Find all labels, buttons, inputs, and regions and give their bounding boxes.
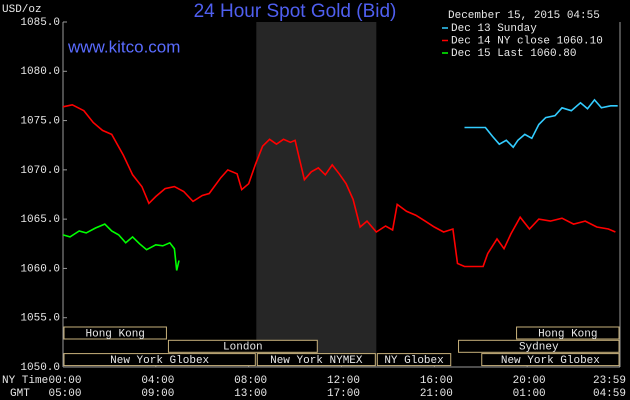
session-box — [63, 353, 256, 367]
x-tick-label: 08:00 — [234, 375, 267, 387]
x-tick-label: 09:00 — [141, 388, 174, 400]
session-box — [458, 339, 620, 353]
y-tick-label: 1080.0 — [20, 66, 60, 78]
session-box — [481, 353, 620, 367]
session-box — [516, 326, 620, 340]
x-tick-label: 20:00 — [513, 375, 546, 387]
x-tick-label: 01:00 — [513, 388, 546, 400]
session-label: Hong Kong — [86, 328, 145, 340]
y-tick-label: 1070.0 — [20, 165, 60, 177]
session-label: London — [223, 342, 263, 354]
price-line — [464, 98, 618, 149]
session-box — [63, 326, 167, 340]
session-box — [167, 339, 318, 353]
session-label: New York NYMEX — [270, 355, 363, 367]
y-tick-label: 1085.0 — [20, 17, 60, 29]
session-label: New York Globex — [501, 355, 600, 367]
x-tick-label: 12:00 — [327, 375, 360, 387]
legend-label: Dec 15 Last 1060.80 — [451, 48, 576, 60]
session-box — [376, 353, 452, 367]
y-tick-label: 1050.0 — [20, 362, 60, 374]
y-axis-label: USD/oz — [2, 4, 42, 16]
session-box — [256, 353, 376, 367]
legend-label: Dec 13 Sunday — [451, 23, 537, 35]
x-tick-label: 16:00 — [420, 375, 453, 387]
x2-row-label: GMT — [10, 388, 30, 400]
x-tick-label: 13:00 — [234, 388, 267, 400]
x-tick-label: 00:00 — [48, 375, 81, 387]
session-label: NY Globex — [384, 355, 444, 367]
market-shade — [256, 22, 377, 367]
x-tick-label: 05:00 — [48, 388, 81, 400]
x-tick-label: 04:00 — [141, 375, 174, 387]
timestamp: December 15, 2015 04:55 — [448, 10, 600, 22]
session-label: New York Globex — [110, 355, 209, 367]
watermark: www.kitco.com — [67, 37, 180, 56]
price-line — [62, 103, 616, 268]
x-tick-label: 17:00 — [327, 388, 360, 400]
session-label: Sydney — [519, 342, 559, 354]
y-tick-label: 1065.0 — [20, 214, 60, 226]
y-tick-label: 1060.0 — [20, 263, 60, 275]
x-tick-label: 04:59 — [593, 388, 626, 400]
legend-label: Dec 14 NY close 1060.10 — [451, 35, 603, 47]
chart-title: 24 Hour Spot Gold (Bid) — [194, 1, 397, 22]
x-tick-label: 21:00 — [420, 388, 453, 400]
price-line — [62, 223, 180, 271]
x-tick-label: 23:59 — [593, 375, 626, 387]
x-row-label: NY Time — [2, 375, 48, 387]
y-tick-label: 1055.0 — [20, 313, 60, 325]
session-label: Hong Kong — [538, 328, 597, 340]
y-tick-label: 1075.0 — [20, 115, 60, 127]
